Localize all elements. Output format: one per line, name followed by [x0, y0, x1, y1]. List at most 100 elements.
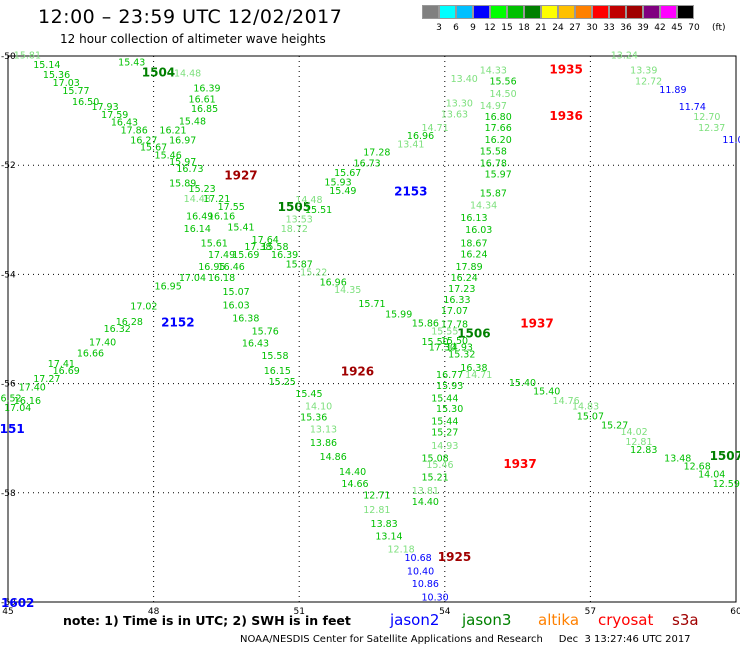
- pass-id-label: 1927: [224, 169, 257, 183]
- wave-height-value: 10.68: [405, 553, 432, 564]
- footnote: note: 1) Time is in UTC; 2) SWH is in fe…: [63, 613, 351, 628]
- y-tick-label: -54: [1, 270, 16, 280]
- wave-height-value: 16.49: [186, 211, 213, 222]
- wave-height-value: 15.21: [421, 472, 448, 483]
- legend-tick: 12: [484, 23, 496, 33]
- wave-height-value: 15.46: [426, 460, 453, 471]
- wave-height-value: 16.15: [264, 366, 291, 377]
- wave-height-value: 17.02: [130, 302, 157, 313]
- wave-height-value: 17.59: [101, 110, 128, 121]
- wave-height-value: 16.78: [480, 158, 507, 169]
- wave-height-value: 16.96: [407, 131, 434, 142]
- wave-height-value: 15.77: [62, 86, 89, 97]
- wave-height-value: 16.43: [111, 118, 138, 129]
- wave-height-value: 14.10: [305, 401, 332, 412]
- x-tick-label: 45: [2, 607, 13, 617]
- pass-id-label: 1506: [457, 326, 490, 340]
- y-tick-label: -50: [1, 52, 16, 62]
- map-frame: [7, 55, 737, 603]
- wave-height-value: 16.95: [155, 281, 182, 292]
- legend-tick: 30: [586, 23, 598, 33]
- y-tick-label: -60: [1, 598, 16, 608]
- legend-swatch: [558, 5, 575, 19]
- wave-height-value: 10.86: [412, 579, 439, 590]
- wave-height-value: 15.36: [300, 412, 327, 423]
- wave-height-value: 14.48: [174, 68, 201, 79]
- wave-height-value: 14.48: [295, 195, 322, 206]
- wave-height-value: 14.83: [572, 401, 599, 412]
- wave-height-value: 13.41: [397, 139, 424, 150]
- legend-swatch: [524, 5, 541, 19]
- wave-height-value: 16.39: [271, 250, 298, 261]
- wave-height-value: 15.81: [14, 50, 41, 61]
- x-tick-label: 57: [585, 607, 596, 617]
- wave-height-value: 15.87: [480, 189, 507, 200]
- wave-height-value: 14.71: [465, 370, 492, 381]
- wave-height-value: 16.69: [53, 366, 80, 377]
- wave-height-value: 17.07: [441, 306, 468, 317]
- wave-height-value: 15.25: [269, 377, 296, 388]
- legend-swatch: [643, 5, 660, 19]
- wave-height-value: 16.24: [460, 250, 487, 261]
- wave-height-value: 15.69: [232, 250, 259, 261]
- wave-height-value: 12.18: [388, 544, 415, 555]
- x-tick-label: 54: [439, 607, 451, 617]
- legend-swatch: [592, 5, 609, 19]
- wave-height-value: 13.83: [371, 519, 398, 530]
- wave-height-value: 15.87: [286, 259, 313, 270]
- wave-height-value: 17.78: [441, 320, 468, 331]
- wave-height-value: 17.21: [203, 194, 230, 205]
- pass-id-label: 1925: [438, 550, 471, 564]
- legend-swatch: [626, 5, 643, 19]
- wave-height-value: 14.04: [698, 470, 725, 481]
- wave-height-value: 12.70: [693, 112, 720, 123]
- legend-swatch: [677, 5, 694, 19]
- wave-height-value: 13.30: [446, 98, 473, 109]
- legend-swatch: [439, 5, 456, 19]
- wave-height-value: 16.24: [451, 273, 478, 284]
- pass-id-label: 1926: [341, 365, 374, 379]
- wave-height-value: 10.40: [407, 566, 434, 577]
- wave-height-value: 16.39: [193, 84, 220, 95]
- wave-height-value: 16.66: [77, 348, 104, 359]
- wave-height-value: 16.61: [189, 95, 216, 106]
- wave-height-value: 16.33: [443, 295, 470, 306]
- wave-height-value: 14.02: [620, 427, 647, 438]
- wave-height-value: 15.89: [169, 179, 196, 190]
- wave-height-value: 13.81: [412, 486, 439, 497]
- wave-height-value: 12.83: [630, 445, 657, 456]
- wave-height-value: 15.67: [334, 168, 361, 179]
- wave-height-value: 16.28: [116, 317, 143, 328]
- legend-swatch: [541, 5, 558, 19]
- wave-height-value: 17.89: [455, 262, 482, 273]
- wave-height-value: 16.27: [130, 136, 157, 147]
- wave-height-value: 17.64: [252, 235, 279, 246]
- wave-height-value: 17.27: [33, 374, 60, 385]
- wave-height-value: 17.38: [244, 242, 271, 253]
- wave-height-value: 15.45: [295, 389, 322, 400]
- wave-height-value: 14.40: [412, 497, 439, 508]
- wave-height-value: 17.55: [218, 202, 245, 213]
- legend-swatch: [575, 5, 592, 19]
- wave-height-value: 15.44: [431, 417, 458, 428]
- wave-height-value: 18.67: [460, 239, 487, 250]
- satellite-s3a: s3a: [672, 611, 699, 629]
- x-tick-label: 51: [293, 607, 304, 617]
- wave-height-value: 15.44: [431, 393, 458, 404]
- wave-height-value: 14.40: [339, 467, 366, 478]
- legend-tick: 18: [518, 23, 530, 33]
- wave-height-value: 14.50: [489, 89, 516, 100]
- wave-height-value: 14.35: [334, 285, 361, 296]
- wave-height-value: 16.85: [191, 104, 218, 115]
- pass-id-label: 1937: [503, 457, 536, 471]
- wave-height-value: 13.14: [375, 531, 402, 542]
- wave-height-value: 14.71: [421, 123, 448, 134]
- wave-height-value: 13.86: [310, 438, 337, 449]
- credit-line: NOAA/NESDIS Center for Satellite Applica…: [240, 634, 691, 645]
- wave-height-value: 12.71: [363, 490, 390, 501]
- wave-height-value: 13.48: [664, 453, 691, 464]
- wave-height-value: 15.56: [489, 77, 516, 88]
- wave-height-value: 15.41: [227, 222, 254, 233]
- wave-height-value: 14.34: [470, 201, 497, 212]
- legend-swatch: [456, 5, 473, 19]
